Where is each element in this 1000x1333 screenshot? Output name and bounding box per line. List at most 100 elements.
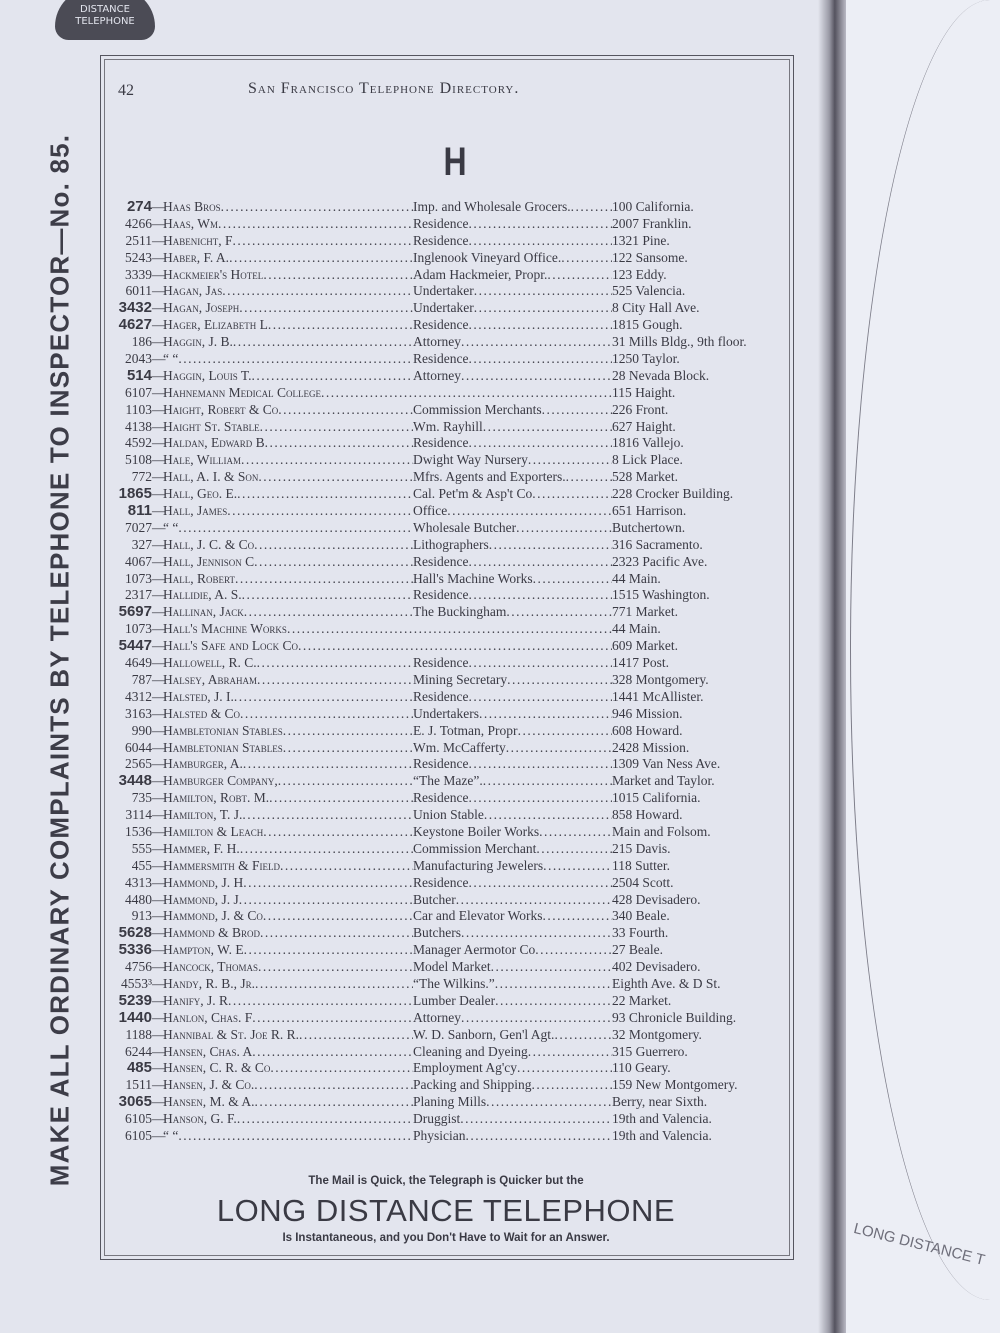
business: Union Stable bbox=[413, 807, 612, 824]
subscriber-name-text: Hall, Jennison C bbox=[163, 553, 255, 569]
subscriber-name: Hamburger, A. bbox=[163, 756, 413, 773]
directory-entry: 5239—Hanify, J. R Lumber Dealer 22 Market. bbox=[110, 992, 790, 1010]
dash: — bbox=[152, 1111, 166, 1127]
address: 226 Front. bbox=[612, 402, 790, 419]
directory-entry: 3448—Hamburger Company, “The Maze”. Market… bbox=[110, 772, 790, 790]
subscriber-name: Hale, William bbox=[163, 452, 413, 469]
directory-entry: 6044—Hambletonian Stables Wm. McCafferty 2… bbox=[110, 740, 790, 757]
business-text: Lumber Dealer bbox=[413, 992, 496, 1008]
business-text: Inglenook Vineyard Office. bbox=[413, 249, 562, 265]
phone-number: 2565 bbox=[125, 756, 152, 772]
dash: — bbox=[152, 1026, 166, 1042]
dot-leader bbox=[298, 638, 612, 655]
address: 122 Sansome. bbox=[612, 250, 790, 267]
dot-leader bbox=[468, 655, 612, 672]
directory-entry: 1073—Hall's Machine Works 44 Main. bbox=[110, 621, 790, 638]
dash: — bbox=[152, 790, 166, 806]
subscriber-name-text: Hahnemann Medical College bbox=[163, 384, 321, 400]
subscriber-name-text: Hamburger Company, bbox=[163, 773, 278, 789]
dot-leader bbox=[491, 959, 612, 976]
business-text: Residence bbox=[413, 351, 469, 367]
subscriber-name-text: Habenicht, F bbox=[163, 232, 233, 248]
directory-entry: 5447—Hall's Safe and Lock Co 609 Market. bbox=[110, 637, 790, 655]
dot-leader bbox=[507, 672, 612, 689]
address: 627 Haight. bbox=[612, 419, 790, 436]
business-text: Wholesale Butcher bbox=[413, 519, 517, 535]
dash: — bbox=[152, 722, 166, 738]
address-text: 28 Nevada Block. bbox=[612, 367, 710, 383]
subscriber-name-text: Halsted, J. I. bbox=[163, 688, 234, 704]
dot-leader bbox=[257, 655, 413, 672]
business: Butchers bbox=[413, 925, 612, 942]
dot-leader bbox=[237, 1111, 413, 1128]
dot-leader bbox=[233, 233, 413, 250]
address: 31 Mills Bldg., 9th floor. bbox=[612, 334, 790, 351]
dot-leader bbox=[218, 216, 413, 233]
dot-leader bbox=[263, 908, 413, 925]
business-text: Residence bbox=[413, 756, 469, 772]
directory-entry: 913—Hammond, J. & Co Car and Elevator Wor… bbox=[110, 908, 790, 925]
address: 1015 California. bbox=[612, 790, 790, 807]
address: 1309 Van Ness Ave. bbox=[612, 756, 790, 773]
subscriber-name: Haggin, J. B. bbox=[163, 334, 413, 351]
subscriber-name-text: Hammersmith & Field bbox=[163, 857, 281, 873]
address-text: 44 Main. bbox=[612, 570, 661, 586]
subscriber-name-text: Hammond & Brod bbox=[163, 925, 261, 941]
dot-leader bbox=[244, 604, 413, 621]
directory-entry: 4312—Halsted, J. I. Residence 1441 McAllis… bbox=[110, 689, 790, 706]
business-text: The Buckingham bbox=[413, 604, 507, 620]
directory-entry: 4592—Haldan, Edward B Residence 1816 Valle… bbox=[110, 435, 790, 452]
dot-leader bbox=[535, 942, 612, 959]
subscriber-name: Hager, Elizabeth L bbox=[163, 317, 413, 334]
subscriber-name: Haas Bros bbox=[163, 199, 413, 216]
dot-leader bbox=[495, 993, 612, 1010]
directory-entry: 990—Hambletonian Stables E. J. Totman, Pr… bbox=[110, 723, 790, 740]
dot-leader bbox=[542, 402, 612, 419]
subscriber-name: Hahnemann Medical College bbox=[163, 385, 612, 402]
phone-number: 3114 bbox=[125, 807, 153, 823]
directory-entry: 3065—Hansen, M. & A. Planing Mills Berry, … bbox=[110, 1093, 790, 1111]
address: 2428 Mission. bbox=[612, 740, 790, 757]
phone-number: 1511 bbox=[125, 1077, 153, 1093]
subscriber-name: Hansen, Chas. A bbox=[163, 1044, 413, 1061]
business: Attorney bbox=[413, 334, 612, 351]
subscriber-name: Handy, R. B., Jr. bbox=[163, 976, 413, 993]
address: 651 Harrison. bbox=[612, 503, 790, 520]
address-text: 159 New Montgomery. bbox=[612, 1077, 738, 1093]
dash: — bbox=[152, 688, 166, 704]
address-text: 33 Fourth. bbox=[612, 925, 669, 941]
subscriber-name: Haight St. Stable bbox=[163, 419, 413, 436]
dot-leader bbox=[178, 1128, 413, 1145]
business: Manager Aermotor Co bbox=[413, 942, 612, 959]
dot-leader bbox=[543, 908, 612, 925]
subscriber-name: Hampton, W. E bbox=[163, 942, 413, 959]
address: 608 Howard. bbox=[612, 723, 790, 740]
phone-number: 5447 bbox=[118, 637, 152, 655]
business: Inglenook Vineyard Office. bbox=[413, 250, 612, 267]
phone-number: 5243 bbox=[125, 249, 152, 265]
dot-leader bbox=[495, 976, 612, 993]
phone-number: 1188 bbox=[125, 1026, 153, 1042]
phone-number: 6105 bbox=[125, 1127, 152, 1143]
address-text: 8 Lick Place. bbox=[612, 452, 683, 468]
directory-entry: 6105—“ “ Physician 19th and Valencia. bbox=[110, 1128, 790, 1145]
logo-line-2: TELEPHONE bbox=[75, 16, 135, 27]
dash: — bbox=[152, 1127, 166, 1143]
address-text: Berry, near Sixth. bbox=[612, 1094, 708, 1110]
business-text: Residence bbox=[413, 587, 469, 603]
dot-leader bbox=[554, 1027, 612, 1044]
business-text: Manager Aermotor Co bbox=[413, 942, 536, 958]
dot-leader bbox=[283, 723, 413, 740]
dot-leader bbox=[252, 368, 414, 385]
directory-entry: 455—Hammersmith & Field Manufacturing Jew… bbox=[110, 858, 790, 875]
subscriber-name: Hallinan, Jack bbox=[163, 604, 413, 621]
directory-entry: 6244—Hansen, Chas. A Cleaning and Dyeing 3… bbox=[110, 1044, 790, 1061]
dot-leader bbox=[237, 486, 413, 503]
directory-entry: 1865—Hall, Geo. E. Cal. Pet'm & Asp't Co 2… bbox=[110, 485, 790, 503]
phone-number: 7027 bbox=[125, 519, 152, 535]
dash: — bbox=[152, 621, 166, 637]
dot-leader bbox=[268, 317, 413, 334]
subscriber-name: Hall's Safe and Lock Co bbox=[163, 638, 612, 655]
subscriber-name-text: Hansen, J. & Co. bbox=[163, 1077, 255, 1093]
address-text: 2007 Franklin. bbox=[612, 215, 692, 231]
